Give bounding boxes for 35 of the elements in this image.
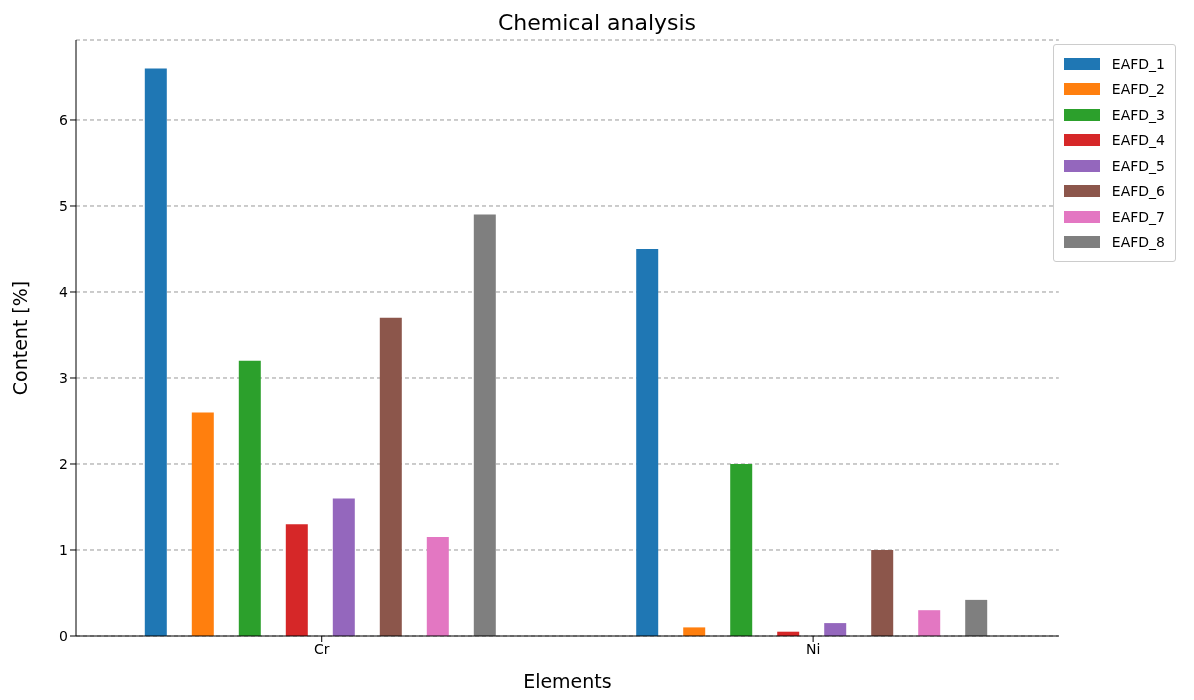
legend-label: EAFD_6 (1111, 183, 1165, 200)
y-tick-label: 0 (59, 627, 68, 644)
y-tick-label: 4 (59, 283, 69, 300)
bar (824, 623, 847, 636)
legend-label: EAFD_7 (1111, 208, 1165, 225)
bar (473, 214, 496, 636)
bar (871, 550, 894, 636)
bar (965, 599, 988, 636)
bar (636, 248, 659, 636)
y-tick-label: 5 (59, 197, 68, 214)
bar (191, 412, 214, 636)
y-tick-label: 3 (59, 369, 68, 386)
bar (730, 463, 753, 636)
bar (285, 524, 308, 636)
legend-label: EAFD_3 (1111, 106, 1165, 123)
legend-label: EAFD_2 (1111, 81, 1165, 98)
bar (379, 317, 402, 636)
bar (918, 610, 941, 636)
legend-label: EAFD_4 (1111, 132, 1165, 149)
x-tick-label: Ni (805, 640, 821, 657)
bar (144, 68, 167, 636)
y-tick-label: 1 (59, 541, 68, 558)
legend-label: EAFD_8 (1111, 234, 1165, 251)
y-tick-label: 2 (59, 455, 68, 472)
bar (683, 627, 706, 636)
x-tick-label: Cr (313, 640, 330, 657)
legend-label: EAFD_1 (1111, 55, 1165, 72)
y-axis-title: Content [%] (8, 280, 31, 396)
chart-title: Chemical analysis (496, 10, 698, 35)
legend-label: EAFD_5 (1111, 157, 1165, 174)
x-axis-title: Elements (523, 670, 612, 692)
bar (426, 537, 449, 636)
bar (238, 360, 261, 636)
bar (332, 498, 355, 636)
y-tick-label: 6 (59, 111, 69, 128)
